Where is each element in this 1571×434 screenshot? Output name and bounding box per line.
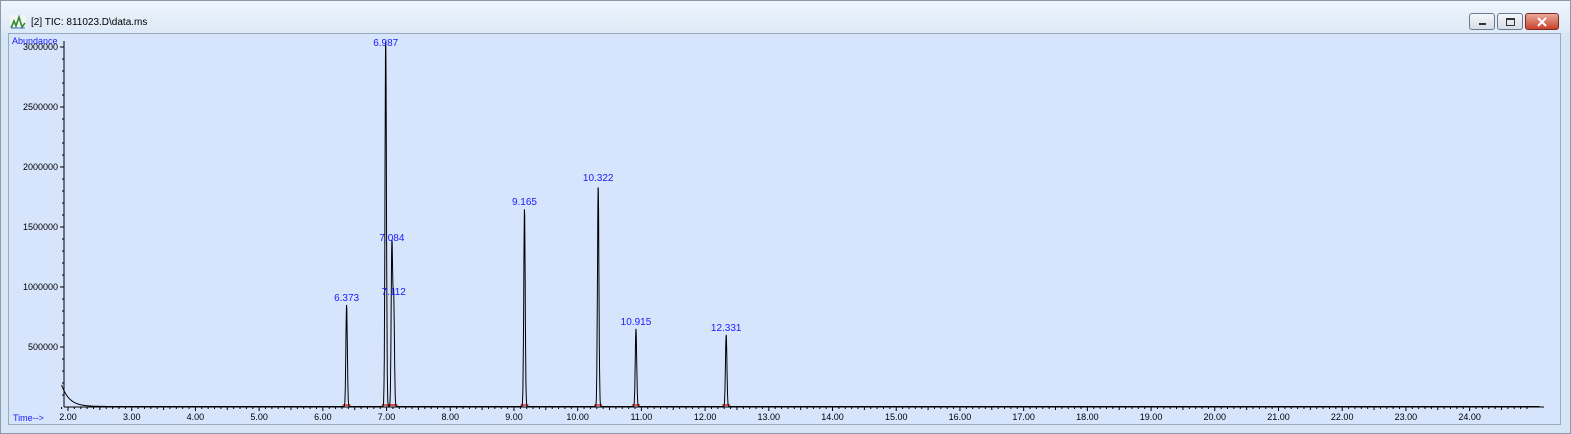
y-tick-label: 500000 — [28, 342, 58, 352]
x-tick-label: 20.00 — [1204, 412, 1227, 422]
x-tick-label: 15.00 — [885, 412, 908, 422]
y-tick-label: 2500000 — [23, 102, 58, 112]
peak-label[interactable]: 6.987 — [373, 38, 398, 49]
x-tick-label: 24.00 — [1458, 412, 1481, 422]
peak-label[interactable]: 10.322 — [583, 173, 614, 184]
x-axis-label: Time--> — [13, 413, 44, 423]
y-axis-label: Abundance — [12, 36, 58, 46]
maximize-button[interactable] — [1497, 13, 1523, 30]
x-tick-label: 10.00 — [566, 412, 589, 422]
close-button[interactable] — [1525, 13, 1559, 30]
x-tick-label: 8.00 — [441, 412, 459, 422]
x-tick-label: 5.00 — [250, 412, 268, 422]
x-tick-label: 11.00 — [630, 412, 652, 422]
x-tick-label: 19.00 — [1140, 412, 1163, 422]
peak-label[interactable]: 6.373 — [334, 293, 359, 304]
minimize-icon — [1479, 23, 1486, 25]
y-tick-label: 2000000 — [23, 162, 58, 172]
y-tick-label: 1000000 — [23, 282, 58, 292]
x-tick-label: 9.00 — [505, 412, 523, 422]
close-icon — [1537, 17, 1547, 27]
x-tick-label: 4.00 — [187, 412, 205, 422]
peak-label[interactable]: 10.915 — [621, 317, 652, 328]
x-tick-label: 21.00 — [1267, 412, 1290, 422]
x-tick-label: 2.00 — [59, 412, 77, 422]
title-bar[interactable]: [2] TIC: 811023.D\data.ms — [1, 1, 1570, 33]
peak-label[interactable]: 7.112 — [382, 287, 407, 298]
y-tick-label: 3000000 — [23, 42, 58, 52]
peak-label[interactable]: 12.331 — [711, 323, 742, 334]
peak-label[interactable]: 9.165 — [512, 197, 537, 208]
x-tick-label: 13.00 — [758, 412, 781, 422]
x-tick-label: 23.00 — [1395, 412, 1418, 422]
y-tick-label: 1500000 — [23, 222, 58, 232]
window-title: [2] TIC: 811023.D\data.ms — [31, 17, 148, 28]
x-tick-label: 18.00 — [1076, 412, 1099, 422]
x-tick-label: 17.00 — [1012, 412, 1035, 422]
maximize-icon — [1506, 18, 1515, 26]
x-tick-label: 14.00 — [821, 412, 844, 422]
minimize-button[interactable] — [1469, 13, 1495, 30]
tic-trace — [61, 40, 1540, 408]
x-tick-label: 7.00 — [378, 412, 396, 422]
x-tick-label: 3.00 — [123, 412, 141, 422]
x-tick-label: 12.00 — [694, 412, 717, 422]
chromatogram-icon — [10, 15, 26, 29]
chromatogram-chart: Abundance Time--> 500000 1000000 1500000 20… — [12, 36, 1544, 423]
x-tick-label: 6.00 — [314, 412, 332, 422]
chromatogram-plot[interactable]: Abundance Time--> 500000 1000000 1500000 20… — [8, 33, 1561, 425]
x-tick-label: 22.00 — [1331, 412, 1354, 422]
peak-label[interactable]: 7.084 — [379, 233, 404, 244]
x-tick-label: 16.00 — [949, 412, 972, 422]
